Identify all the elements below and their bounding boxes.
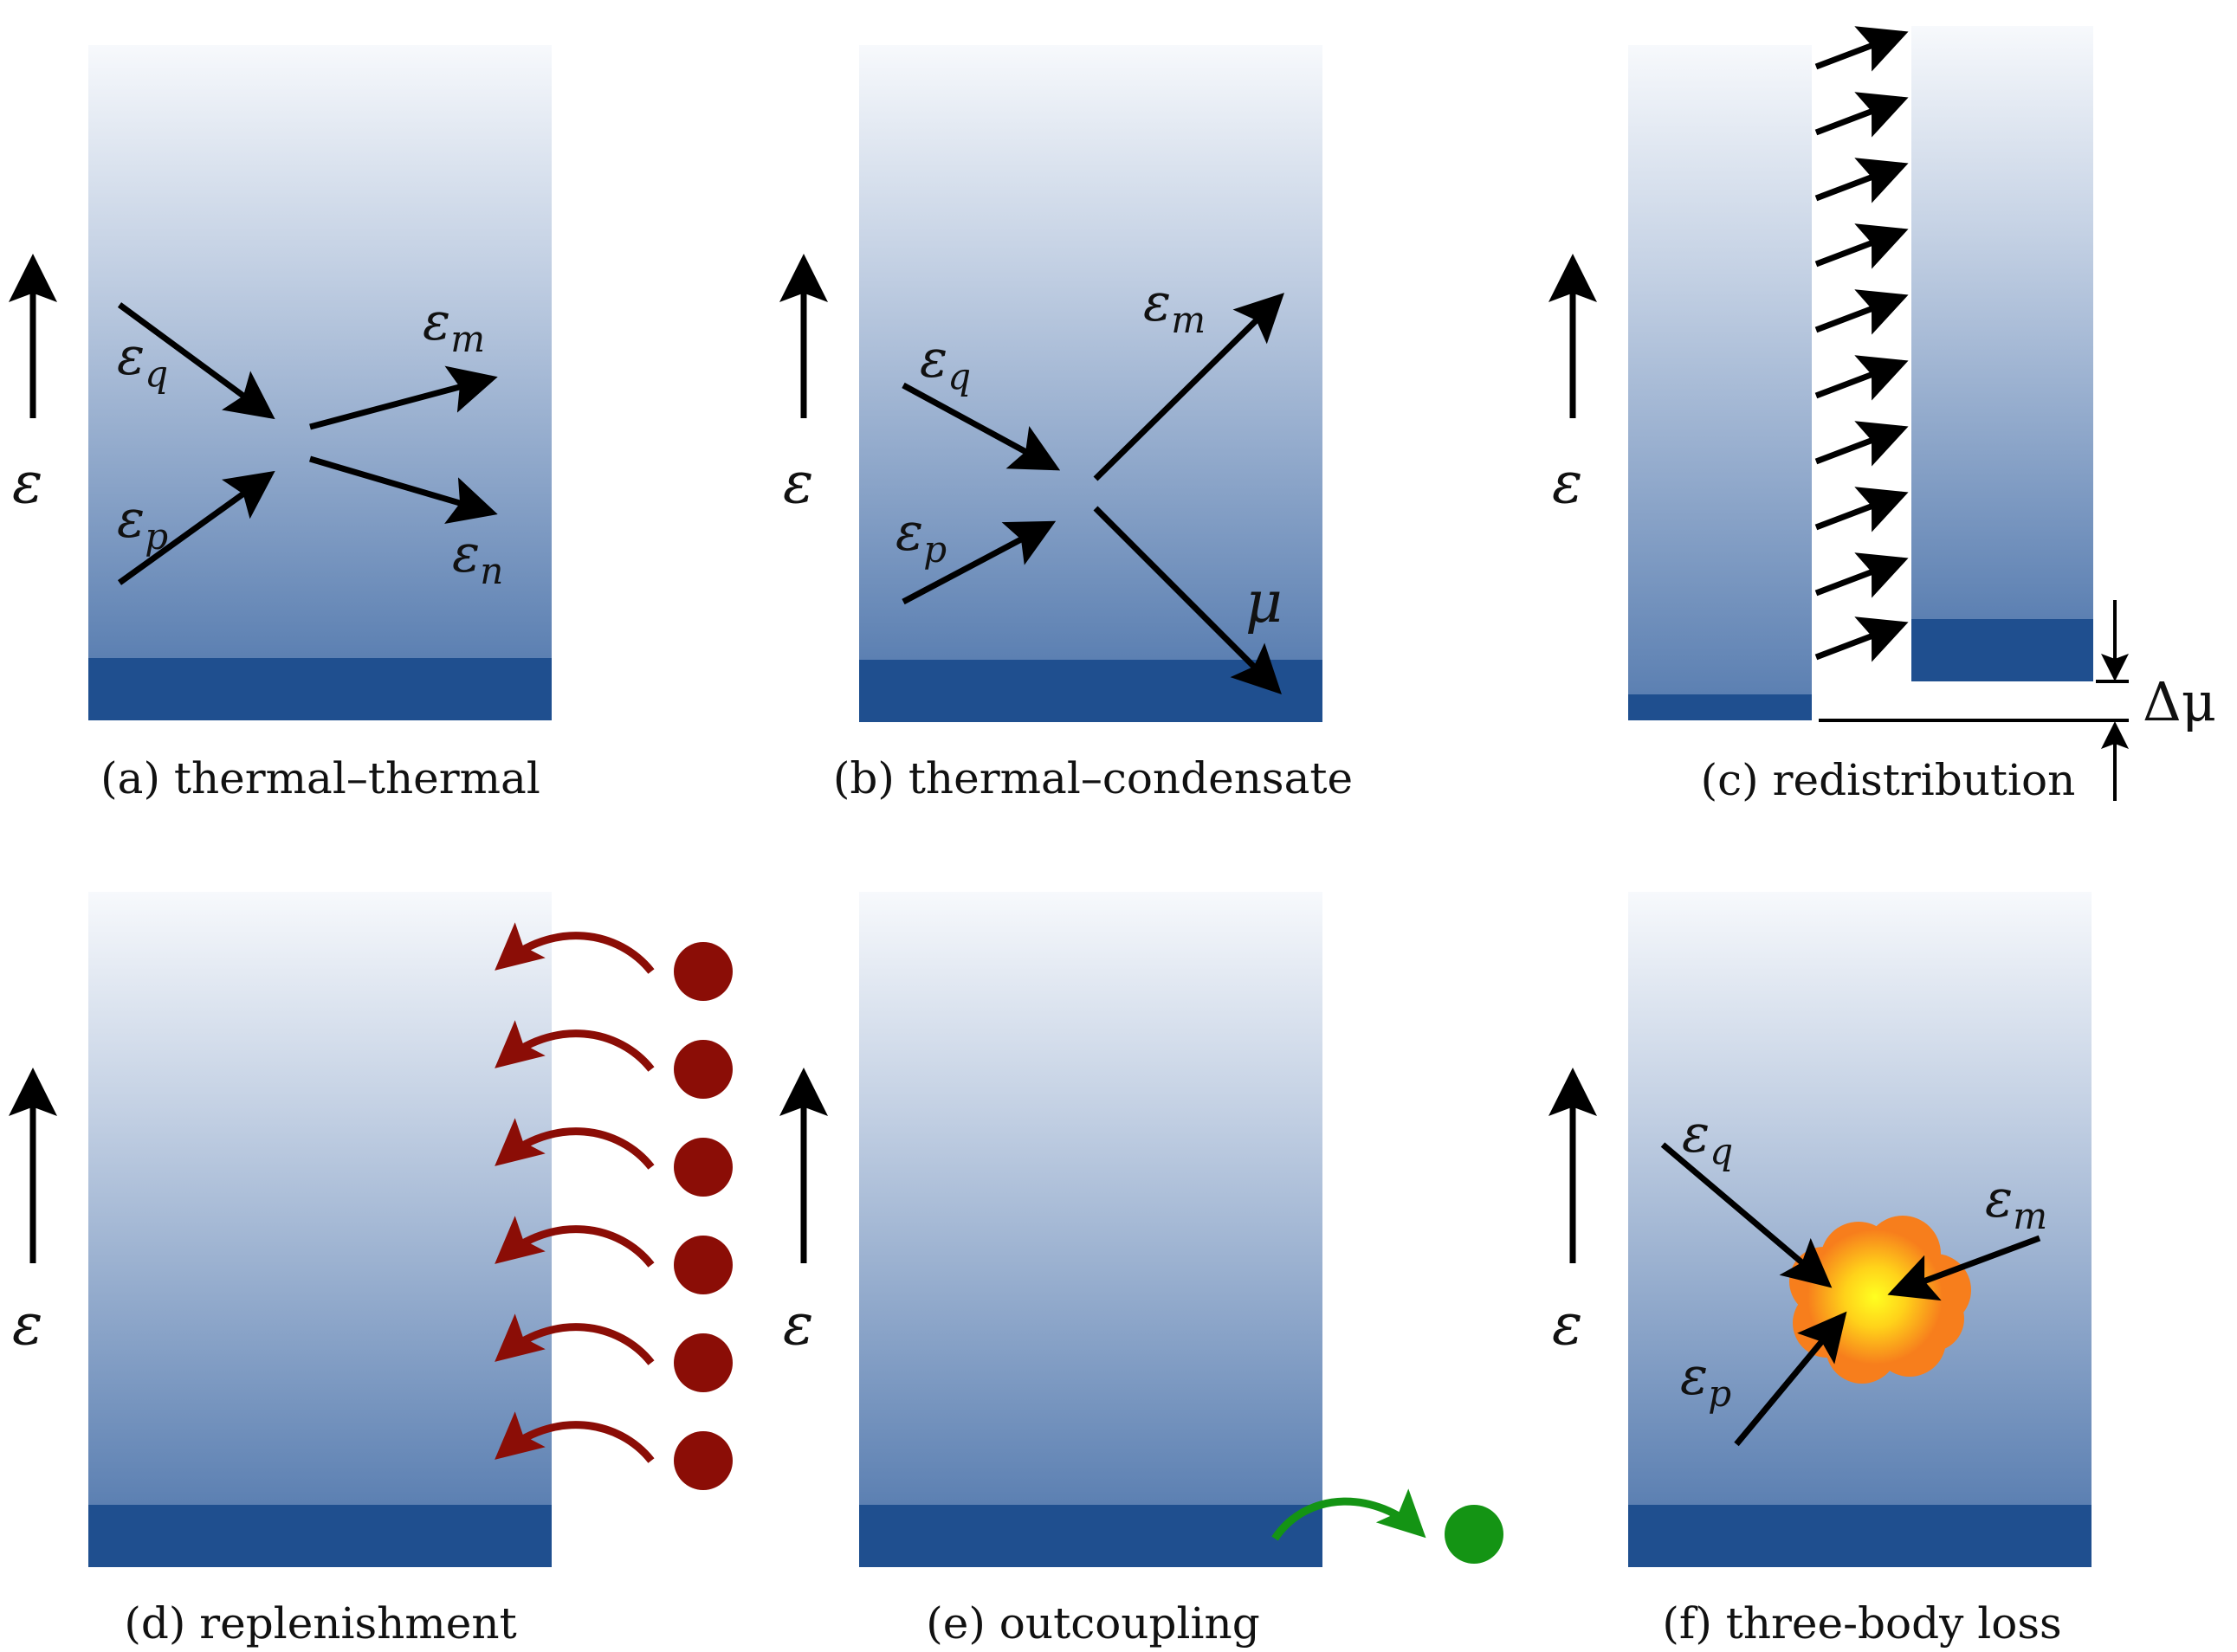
- caption-d: (d) replenishment: [124, 1598, 516, 1649]
- label-eps-p: εp: [895, 502, 947, 571]
- thermal-cloud-after: [1911, 26, 2093, 619]
- incoming-atom: [674, 1431, 733, 1490]
- replenishment-group: [495, 922, 733, 1490]
- redistribution-arrow: [1814, 26, 1909, 72]
- condensate-band: [1628, 1505, 2092, 1567]
- energy-axis-label: ε: [783, 449, 813, 516]
- panel-d: ε (d) replenishment: [8, 892, 733, 1649]
- caption-a: (a) thermal–thermal: [100, 753, 540, 803]
- label-delta-mu: Δμ: [2143, 670, 2216, 733]
- thermal-cloud: [859, 45, 1322, 660]
- energy-axis-label: ε: [1552, 1291, 1582, 1358]
- arrow-in-q: [902, 382, 1061, 471]
- replenish-arrow: [495, 1313, 655, 1365]
- arrow-in-m: [1887, 1235, 2041, 1301]
- outcoupled-atom: [1445, 1505, 1503, 1564]
- label-eps-p: εp: [117, 489, 168, 558]
- redistribution-arrow: [1814, 421, 1909, 467]
- condensate-band-before: [1628, 694, 1812, 720]
- redistribution-arrow: [1814, 552, 1909, 598]
- condensate-band-after: [1911, 619, 2093, 681]
- panel-e: ε (e) outcoupling: [779, 892, 1503, 1649]
- arrow-in-q: [1660, 1142, 1833, 1288]
- redistribution-arrow: [1814, 355, 1909, 401]
- arrow-in-p: [117, 470, 275, 585]
- label-eps-p: εp: [1680, 1346, 1731, 1415]
- incoming-atom: [674, 942, 733, 1001]
- redistribution-arrow: [1814, 616, 1909, 662]
- condensate-band: [88, 658, 552, 720]
- burst-core: [1807, 1229, 1943, 1365]
- label-mu: μ: [1245, 569, 1283, 636]
- redistribution-arrows: [1814, 26, 1909, 662]
- outcoupling-arrow: [1271, 1488, 1426, 1541]
- delta-mu-bracket: Δμ: [1819, 600, 2216, 801]
- caption-e: (e) outcoupling: [926, 1598, 1259, 1649]
- label-eps-n: εn: [452, 524, 503, 592]
- arrow-to-condensate: [1093, 506, 1282, 694]
- panel-a: ε εq εp εm εn (a) thermal–thermal: [8, 45, 552, 803]
- redistribution-arrow: [1814, 223, 1909, 269]
- incoming-atom: [674, 1040, 733, 1099]
- energy-axis-label: ε: [783, 1291, 813, 1358]
- incoming-atom: [674, 1333, 733, 1392]
- condensate-band: [88, 1505, 552, 1567]
- panel-f: ε εq εp εm (f) three-body loss: [1548, 892, 2092, 1649]
- label-eps-m: εm: [1985, 1169, 2047, 1237]
- redistribution-arrow: [1814, 158, 1909, 203]
- label-eps-m: εm: [1143, 273, 1206, 341]
- thermal-cloud: [88, 45, 552, 658]
- redistribution-arrow: [1814, 92, 1909, 138]
- energy-axis-label: ε: [12, 1291, 42, 1358]
- arrow-out-n: [309, 455, 498, 524]
- arrow-out-m: [1093, 293, 1284, 481]
- replenish-arrow: [495, 922, 655, 974]
- energy-axis-label: ε: [1552, 449, 1582, 516]
- panel-c: ε Δμ (c) redistribution: [1548, 26, 2216, 805]
- thermal-cloud: [88, 892, 552, 1505]
- thermal-cloud-before: [1628, 45, 1812, 694]
- label-eps-m: εm: [423, 292, 485, 360]
- label-eps-q: εq: [1682, 1104, 1733, 1172]
- caption-f: (f) three-body loss: [1662, 1598, 2061, 1649]
- label-eps-q: εq: [117, 326, 168, 395]
- replenish-arrow: [495, 1216, 655, 1268]
- caption-c: (c) redistribution: [1701, 755, 2076, 805]
- thermal-cloud: [1628, 892, 2092, 1505]
- energy-axis-label: ε: [12, 449, 42, 516]
- panel-b: ε εq εp εm μ (b) thermal–condensate: [779, 45, 1353, 803]
- replenish-arrow: [495, 1118, 655, 1170]
- condensate-band: [859, 1505, 1322, 1567]
- caption-b: (b) thermal–condensate: [833, 753, 1353, 803]
- thermal-cloud: [859, 892, 1322, 1505]
- arrow-in-p: [902, 520, 1057, 605]
- arrow-out-m: [309, 365, 498, 430]
- replenish-arrow: [495, 1411, 655, 1463]
- incoming-atom: [674, 1236, 733, 1294]
- redistribution-arrow: [1814, 289, 1909, 335]
- replenish-arrow: [495, 1020, 655, 1072]
- redistribution-arrow: [1814, 487, 1909, 532]
- arrow-in-q: [117, 302, 275, 420]
- label-eps-q: εq: [920, 329, 971, 397]
- incoming-atom: [674, 1138, 733, 1197]
- arrow-in-p: [1734, 1311, 1847, 1447]
